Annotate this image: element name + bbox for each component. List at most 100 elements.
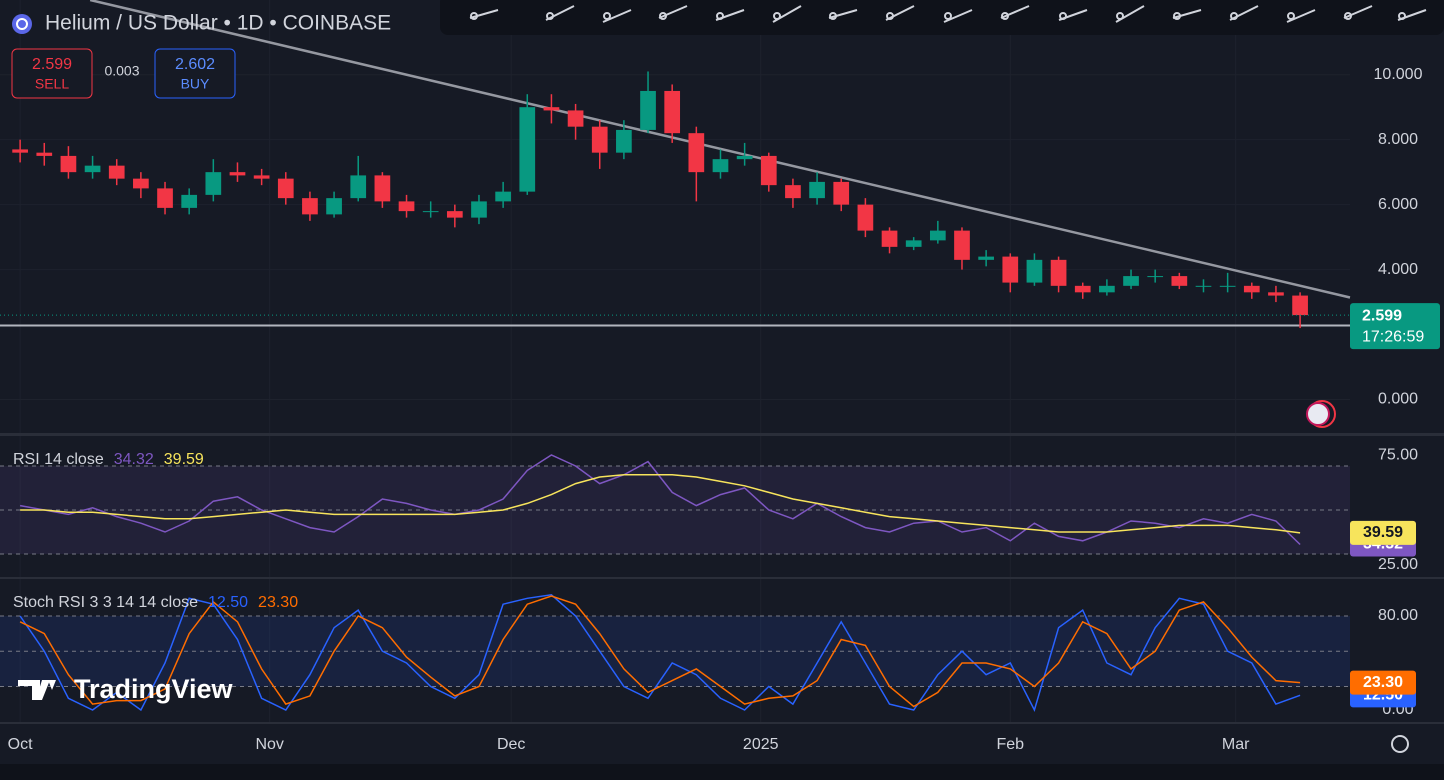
indicator-line <box>19 595 1301 708</box>
candle-body <box>785 185 801 199</box>
candle-body <box>1026 259 1043 283</box>
tool-icon[interactable] <box>1343 5 1373 20</box>
candle-body <box>326 198 342 215</box>
tool-icon[interactable] <box>1286 9 1316 23</box>
tool-icon-stroke <box>828 9 858 19</box>
tool-icon-stroke <box>602 9 632 23</box>
x-tick-label: Oct <box>8 736 33 753</box>
candle-body <box>688 133 705 173</box>
chart-title: Helium / US Dollar • 1D • COINBASE <box>45 12 391 35</box>
buy-label[interactable]: BUY <box>181 76 210 92</box>
axis-labels: 0.000 4.000 6.000 8.000 10.000 Oct Nov Dec 2025 F… <box>8 66 1423 753</box>
candle-body <box>302 198 318 215</box>
tool-icon[interactable] <box>602 9 632 23</box>
price-badge <box>1350 520 1416 545</box>
legend-title: Stoch RSI 3 3 14 14 close <box>13 594 198 611</box>
tool-icon[interactable] <box>772 5 802 23</box>
y-tick-label: 80.00 <box>1378 607 1418 624</box>
candle-body <box>205 172 222 195</box>
candle-body <box>640 90 656 130</box>
x-tick-label: Feb <box>996 736 1024 753</box>
indicator-line <box>20 474 1301 534</box>
candle-body <box>857 204 874 231</box>
tool-icon[interactable] <box>885 5 915 21</box>
legend-title: RSI 14 close <box>13 451 104 468</box>
candle-body <box>833 181 850 205</box>
x-tick-label: Mar <box>1222 736 1250 753</box>
candle-body <box>543 107 560 111</box>
tool-icon-dot <box>773 12 781 20</box>
tool-icon[interactable] <box>1172 9 1202 20</box>
toolbar <box>440 0 1444 35</box>
tool-icon[interactable] <box>715 9 745 21</box>
tool-icon[interactable] <box>469 9 499 20</box>
candle-body <box>60 155 77 173</box>
tool-icon-dot <box>1001 12 1009 20</box>
tool-icon-dot <box>1059 12 1067 20</box>
candle-body <box>1171 276 1188 286</box>
legend-value: 23.30 <box>258 594 298 611</box>
tool-icon[interactable] <box>1397 9 1427 21</box>
indicator-line <box>19 594 1301 713</box>
candle-body <box>12 149 28 153</box>
candle-body <box>591 126 608 153</box>
candle-body <box>1002 256 1019 283</box>
candle-body <box>1099 285 1115 293</box>
candle-body <box>36 152 53 156</box>
buy-price[interactable]: 2.602 <box>175 56 215 73</box>
tool-icon[interactable] <box>828 9 858 20</box>
candle-body <box>422 211 439 213</box>
sell-label[interactable]: SELL <box>35 76 69 92</box>
trend-line <box>89 0 1351 299</box>
price-badge <box>1350 303 1440 350</box>
x-tick-label: Dec <box>497 736 525 753</box>
candle-body <box>181 194 198 208</box>
candle-body <box>1123 276 1139 286</box>
tool-icon[interactable] <box>1229 5 1259 21</box>
tool-icon[interactable] <box>943 9 973 23</box>
candle-body <box>712 159 729 173</box>
logo-mark <box>18 680 56 700</box>
legend-value: 34.32 <box>114 451 154 468</box>
tool-icon-stroke <box>1172 9 1202 19</box>
tool-icon[interactable] <box>658 5 688 20</box>
tool-icon-dot <box>470 12 478 20</box>
tool-icon[interactable] <box>1000 5 1030 20</box>
y-tick-label: 10.000 <box>1374 66 1423 83</box>
tool-icon-dot <box>603 12 611 20</box>
panel-separator <box>0 433 1444 436</box>
sell-price[interactable]: 2.599 <box>32 56 72 73</box>
candle-body <box>1292 295 1308 316</box>
tool-icon-dot <box>1230 12 1238 20</box>
candle-body <box>253 175 270 179</box>
tool-icon[interactable] <box>1115 5 1145 23</box>
tool-icon-stroke <box>545 5 575 21</box>
candle-body <box>1268 292 1284 296</box>
candle-body <box>978 256 994 260</box>
candle-body <box>495 191 511 202</box>
candle-body <box>398 201 415 212</box>
buy-button[interactable] <box>154 48 236 99</box>
candle-body <box>664 90 681 134</box>
y-tick-label: 25.00 <box>1378 556 1418 573</box>
logo: TradingView <box>74 674 234 704</box>
y-tick-label: 8.000 <box>1378 131 1418 148</box>
events-icon[interactable] <box>1306 402 1330 426</box>
price-badge-text: 23.30 <box>1363 674 1403 691</box>
tool-icon[interactable] <box>1058 9 1088 21</box>
x-tick-label: Nov <box>255 736 283 753</box>
tool-icon[interactable] <box>545 5 575 21</box>
candle-body <box>1074 285 1091 293</box>
settings-icon[interactable] <box>1391 735 1409 753</box>
sell-button[interactable] <box>11 48 93 99</box>
price-badge-text: 2.599 <box>1362 307 1402 324</box>
candle-body <box>929 230 946 241</box>
bottom-bar <box>0 764 1444 780</box>
legend: RSI 14 close 34.32 39.59 <box>13 451 204 468</box>
symbol-icon <box>16 18 28 30</box>
plot-layer <box>0 0 1351 713</box>
candle-body <box>108 165 125 179</box>
legend: Stoch RSI 3 3 14 14 close 12.50 23.30 <box>13 594 298 611</box>
